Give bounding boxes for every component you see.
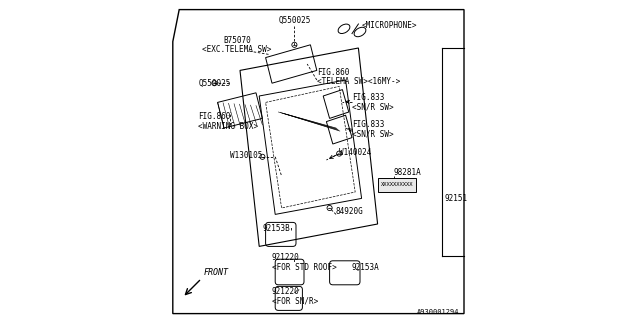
- Text: 921220: 921220: [272, 253, 300, 262]
- Text: FIG.833: FIG.833: [352, 120, 385, 129]
- Text: <WARNING BOX>: <WARNING BOX>: [198, 122, 259, 131]
- Text: 84920G: 84920G: [336, 207, 364, 216]
- Text: B75070: B75070: [223, 36, 251, 44]
- Text: XXXXXXXXXX: XXXXXXXXXX: [381, 182, 413, 188]
- Text: <SN/R SW>: <SN/R SW>: [352, 103, 394, 112]
- Text: 92153A: 92153A: [352, 263, 380, 272]
- Text: Q550025: Q550025: [278, 16, 310, 25]
- Text: W140024: W140024: [339, 148, 372, 156]
- Text: FIG.833: FIG.833: [352, 93, 385, 102]
- Text: <EXC.TELEMA SW>: <EXC.TELEMA SW>: [202, 45, 271, 54]
- Text: FIG.860: FIG.860: [198, 112, 231, 121]
- Text: 98281A: 98281A: [394, 168, 421, 177]
- Text: <FOR STD ROOF>: <FOR STD ROOF>: [272, 263, 337, 272]
- Text: Q550025: Q550025: [198, 79, 231, 88]
- Text: FRONT: FRONT: [204, 268, 228, 277]
- FancyBboxPatch shape: [378, 178, 416, 192]
- Text: 92151: 92151: [445, 194, 468, 203]
- Text: A930001294: A930001294: [417, 309, 460, 315]
- Text: FIG.860: FIG.860: [317, 68, 349, 76]
- Text: <SN/R SW>: <SN/R SW>: [352, 130, 394, 139]
- Text: <MICROPHONE>: <MICROPHONE>: [362, 21, 417, 30]
- Text: W130105: W130105: [230, 151, 263, 160]
- Text: 92153B: 92153B: [262, 224, 290, 233]
- Text: <TELEMA SW><16MY->: <TELEMA SW><16MY->: [317, 77, 400, 86]
- Text: <FOR SN/R>: <FOR SN/R>: [272, 296, 318, 305]
- Text: 921220: 921220: [272, 287, 300, 296]
